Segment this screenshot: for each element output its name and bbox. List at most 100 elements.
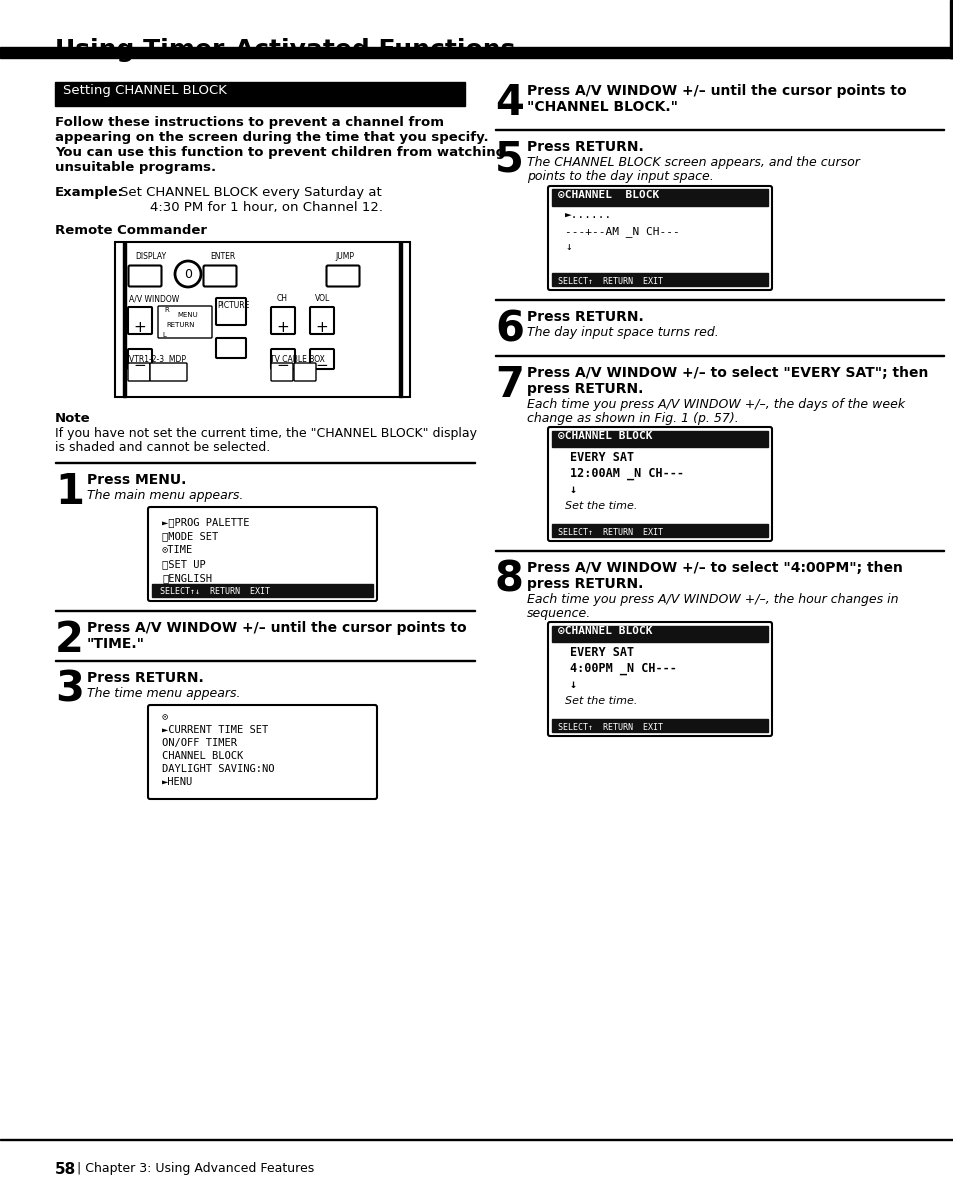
FancyBboxPatch shape: [294, 363, 315, 381]
Text: VTR1-2-3  MDP: VTR1-2-3 MDP: [129, 355, 186, 364]
FancyBboxPatch shape: [158, 306, 212, 338]
FancyBboxPatch shape: [128, 363, 150, 381]
Text: ⊙CHANNEL  BLOCK: ⊙CHANNEL BLOCK: [558, 190, 659, 199]
Text: 4: 4: [495, 82, 523, 123]
Text: unsuitable programs.: unsuitable programs.: [55, 161, 216, 174]
Text: If you have not set the current time, the "CHANNEL BLOCK" display: If you have not set the current time, th…: [55, 427, 476, 440]
Bar: [55, 660, 475, 661]
Text: +: +: [315, 320, 328, 335]
Text: The time menu appears.: The time menu appears.: [87, 687, 240, 700]
Text: A/V WINDOW: A/V WINDOW: [129, 294, 179, 303]
FancyBboxPatch shape: [547, 622, 771, 736]
FancyBboxPatch shape: [148, 507, 376, 601]
Bar: [0, 1138, 953, 1140]
Text: ↓: ↓: [569, 678, 577, 691]
Text: ►CURRENT TIME SET: ►CURRENT TIME SET: [162, 725, 268, 735]
Text: ①ENGLISH: ①ENGLISH: [162, 573, 212, 583]
Text: 2: 2: [55, 618, 84, 661]
FancyBboxPatch shape: [271, 307, 294, 334]
FancyBboxPatch shape: [128, 307, 152, 334]
Bar: [495, 298, 943, 300]
Text: change as shown in Fig. 1 (p. 57).: change as shown in Fig. 1 (p. 57).: [526, 412, 738, 425]
Text: Press A/V WINDOW +/– until the cursor points to: Press A/V WINDOW +/– until the cursor po…: [87, 621, 466, 635]
Text: Follow these instructions to prevent a channel from: Follow these instructions to prevent a c…: [55, 116, 443, 129]
Text: 6: 6: [495, 307, 523, 350]
Text: ⊙: ⊙: [162, 712, 168, 722]
Text: Set CHANNEL BLOCK every Saturday at: Set CHANNEL BLOCK every Saturday at: [120, 186, 381, 199]
Text: 7: 7: [495, 364, 523, 406]
Text: Press RETURN.: Press RETURN.: [87, 671, 204, 685]
Text: +: +: [276, 320, 289, 335]
Text: Set the time.: Set the time.: [564, 501, 637, 510]
Text: 1: 1: [55, 471, 84, 513]
Text: −: −: [276, 358, 289, 373]
Text: ►②PROG PALETTE: ►②PROG PALETTE: [162, 518, 250, 527]
Bar: [552, 719, 767, 732]
Text: RETURN: RETURN: [166, 322, 194, 328]
Text: "TIME.": "TIME.": [87, 637, 145, 650]
Bar: [495, 355, 943, 356]
Text: Each time you press A/V WINDOW +/–, the days of the week: Each time you press A/V WINDOW +/–, the …: [526, 398, 904, 411]
FancyBboxPatch shape: [271, 349, 294, 369]
Text: CH: CH: [276, 294, 288, 303]
Text: JUMP: JUMP: [335, 252, 354, 261]
Text: ON/OFF TIMER: ON/OFF TIMER: [162, 738, 236, 748]
Text: Set the time.: Set the time.: [564, 696, 637, 706]
Text: 4:00PM _N CH---: 4:00PM _N CH---: [569, 662, 677, 675]
Text: press RETURN.: press RETURN.: [526, 382, 642, 396]
FancyBboxPatch shape: [547, 427, 771, 541]
Text: ⊙TIME: ⊙TIME: [162, 545, 193, 556]
Text: CHANNEL BLOCK: CHANNEL BLOCK: [162, 751, 243, 761]
Text: VOL: VOL: [314, 294, 330, 303]
Text: The day input space turns red.: The day input space turns red.: [526, 326, 718, 339]
Text: is shaded and cannot be selected.: is shaded and cannot be selected.: [55, 442, 270, 453]
Text: ↓: ↓: [569, 483, 577, 496]
Bar: [115, 242, 410, 396]
Text: EVERY SAT: EVERY SAT: [569, 646, 634, 659]
Bar: [0, 47, 953, 58]
Bar: [55, 82, 464, 106]
Text: sequence.: sequence.: [526, 607, 591, 620]
Bar: [398, 242, 401, 396]
Text: SELECT↑↓  RETURN  EXIT: SELECT↑↓ RETURN EXIT: [160, 588, 270, 596]
Text: ↓: ↓: [564, 242, 571, 252]
FancyBboxPatch shape: [326, 266, 359, 286]
Bar: [123, 242, 126, 396]
Text: Each time you press A/V WINDOW +/–, the hour changes in: Each time you press A/V WINDOW +/–, the …: [526, 594, 898, 607]
Text: TV CABLE BOX: TV CABLE BOX: [270, 355, 325, 364]
Bar: [552, 431, 767, 447]
Text: MENU: MENU: [177, 312, 197, 318]
Text: Example:: Example:: [55, 186, 124, 199]
Bar: [552, 273, 767, 286]
Circle shape: [174, 261, 201, 287]
Text: points to the day input space.: points to the day input space.: [526, 170, 713, 183]
Bar: [552, 523, 767, 537]
Text: | Chapter 3: Using Advanced Features: | Chapter 3: Using Advanced Features: [77, 1162, 314, 1175]
Text: 4:30 PM for 1 hour, on Channel 12.: 4:30 PM for 1 hour, on Channel 12.: [150, 201, 382, 214]
FancyBboxPatch shape: [547, 186, 771, 290]
Text: Press A/V WINDOW +/– to select "EVERY SAT"; then: Press A/V WINDOW +/– to select "EVERY SA…: [526, 366, 927, 380]
FancyBboxPatch shape: [271, 363, 293, 381]
Text: The CHANNEL BLOCK screen appears, and the cursor: The CHANNEL BLOCK screen appears, and th…: [526, 155, 859, 169]
FancyBboxPatch shape: [128, 349, 152, 369]
FancyBboxPatch shape: [129, 266, 161, 286]
Text: Press RETURN.: Press RETURN.: [526, 140, 643, 154]
Text: ⊙CHANNEL BLOCK: ⊙CHANNEL BLOCK: [558, 626, 652, 636]
Text: 8: 8: [495, 559, 523, 601]
FancyBboxPatch shape: [150, 363, 187, 381]
Text: L: L: [162, 332, 166, 338]
Bar: [949, 53, 952, 58]
Text: ①MODE SET: ①MODE SET: [162, 531, 218, 541]
Text: EVERY SAT: EVERY SAT: [569, 451, 634, 464]
Text: ►......: ►......: [564, 210, 612, 220]
FancyBboxPatch shape: [148, 705, 376, 799]
Text: appearing on the screen during the time that you specify.: appearing on the screen during the time …: [55, 131, 488, 144]
Bar: [552, 626, 767, 642]
Text: Press RETURN.: Press RETURN.: [526, 310, 643, 324]
Text: −: −: [133, 358, 146, 373]
Bar: [495, 128, 943, 131]
Text: DAYLIGHT SAVING:NO: DAYLIGHT SAVING:NO: [162, 764, 274, 774]
Text: press RETURN.: press RETURN.: [526, 577, 642, 591]
Text: 5: 5: [495, 138, 523, 180]
Text: "CHANNEL BLOCK.": "CHANNEL BLOCK.": [526, 100, 678, 114]
